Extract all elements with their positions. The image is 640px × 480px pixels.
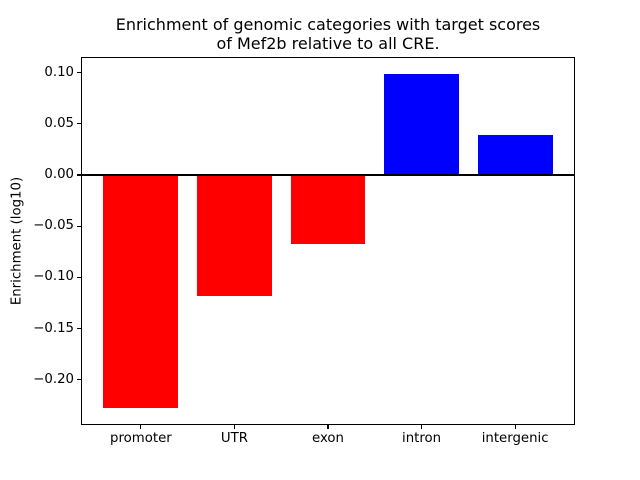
zero-line xyxy=(81,174,575,177)
y-tick-mark xyxy=(77,72,81,74)
x-tick-mark xyxy=(514,425,516,429)
y-tick-label-0.05: 0.05 xyxy=(44,115,74,131)
bar-intergenic xyxy=(477,135,553,176)
y-tick-mark xyxy=(77,123,81,125)
chart-title-line2: of Mef2b relative to all CRE. xyxy=(216,34,440,53)
x-tick-label-intergenic: intergenic xyxy=(481,431,549,446)
bar-UTR xyxy=(197,175,272,296)
bar-exon xyxy=(290,175,366,244)
y-tick-label-0.00: 0.00 xyxy=(44,167,74,183)
bar-promoter xyxy=(103,175,179,409)
x-tick-mark xyxy=(327,425,329,429)
x-tick-label-exon: exon xyxy=(312,431,344,446)
x-tick-mark xyxy=(140,425,142,429)
y-tick-mark xyxy=(77,174,81,176)
y-tick-label-−0.15: −0.15 xyxy=(33,320,74,336)
x-tick-mark xyxy=(233,425,236,429)
bar-intron xyxy=(384,73,459,176)
chart-title-line1: Enrichment of genomic categories with ta… xyxy=(115,15,541,34)
y-tick-mark xyxy=(77,276,81,278)
x-tick-label-promoter: promoter xyxy=(110,431,172,446)
y-tick-label-−0.20: −0.20 xyxy=(33,371,74,387)
y-tick-mark xyxy=(77,225,81,227)
x-tick-label-intron: intron xyxy=(402,431,442,446)
y-tick-label-−0.10: −0.10 xyxy=(33,269,74,285)
x-tick-label-UTR: UTR xyxy=(220,431,248,446)
y-tick-mark xyxy=(77,327,81,330)
x-tick-mark xyxy=(420,425,423,429)
chart-title: Enrichment of genomic categories with ta… xyxy=(116,15,541,53)
y-axis-label: Enrichment (log10) xyxy=(9,176,25,306)
y-tick-mark xyxy=(77,379,81,381)
y-tick-label-0.10: 0.10 xyxy=(44,64,74,80)
y-tick-label-−0.05: −0.05 xyxy=(33,218,74,234)
